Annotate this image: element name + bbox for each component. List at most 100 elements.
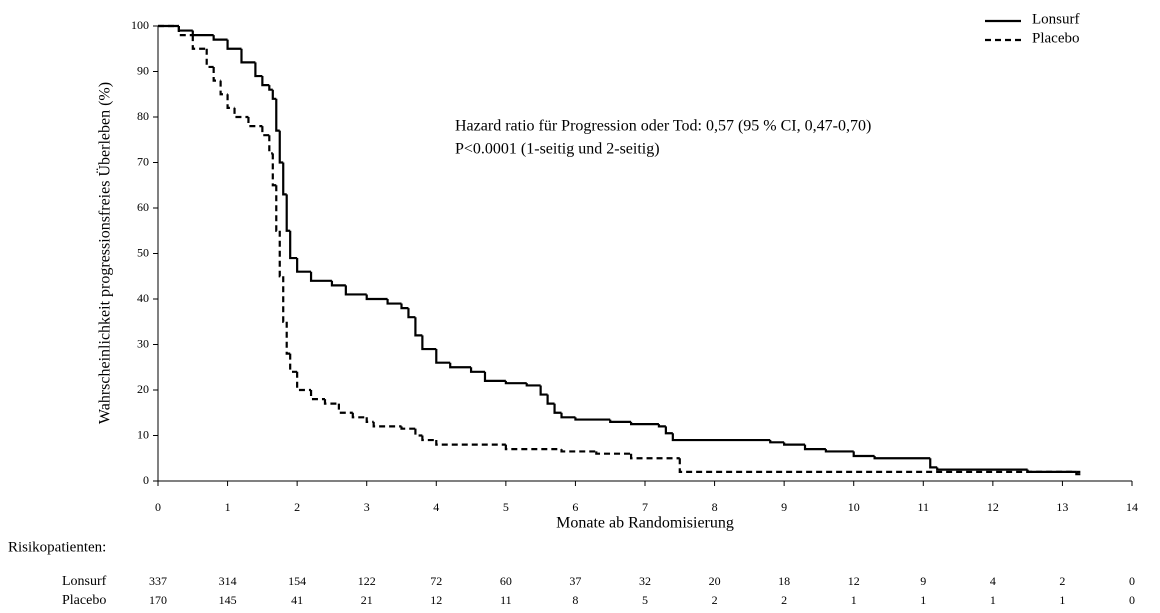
risk-value: 145 xyxy=(219,593,237,607)
survival-step xyxy=(664,426,673,435)
x-tick-label: 12 xyxy=(987,500,999,514)
survival-step xyxy=(386,299,402,305)
x-tick-label: 4 xyxy=(433,500,439,514)
risk-value: 72 xyxy=(430,574,442,588)
survival-step xyxy=(212,66,221,82)
y-tick-label: 20 xyxy=(137,382,149,396)
risk-value: 1 xyxy=(1059,593,1065,607)
survival-step xyxy=(351,412,367,419)
survival-step xyxy=(421,435,437,442)
survival-step xyxy=(271,89,277,100)
risk-value: 0 xyxy=(1129,593,1135,607)
annotation: P<0.0001 (1-seitig und 2-seitig) xyxy=(455,141,660,158)
y-tick-label: 60 xyxy=(137,200,149,214)
risk-value: 32 xyxy=(639,574,651,588)
y-tick-label: 30 xyxy=(137,336,149,350)
risk-value: 0 xyxy=(1129,574,1135,588)
survival-step xyxy=(254,62,263,78)
survival-step xyxy=(803,444,826,451)
risk-value: 37 xyxy=(569,574,581,588)
survival-step xyxy=(365,417,374,423)
annotation: Hazard ratio für Progression oder Tod: 0… xyxy=(455,118,871,135)
x-tick-label: 13 xyxy=(1056,500,1068,514)
survival-step xyxy=(285,321,291,355)
survival-step xyxy=(365,294,388,301)
survival-step xyxy=(212,35,228,41)
risk-value: 41 xyxy=(291,593,303,607)
y-tick-label: 40 xyxy=(137,291,149,305)
survival-step xyxy=(309,390,325,401)
y-tick-label: 100 xyxy=(131,18,149,32)
x-tick-label: 6 xyxy=(572,500,578,514)
survival-step xyxy=(595,451,632,455)
survival-step xyxy=(226,94,235,109)
survival-step xyxy=(271,153,277,187)
survival-step xyxy=(177,26,193,32)
survival-step xyxy=(309,271,332,282)
risk-value: 170 xyxy=(149,593,167,607)
survival-step xyxy=(400,303,409,310)
survival-step xyxy=(191,30,214,37)
survival-step xyxy=(289,230,298,260)
risk-value: 5 xyxy=(642,593,648,607)
y-tick-label: 80 xyxy=(137,109,149,123)
y-tick-label: 10 xyxy=(137,427,149,441)
risk-value: 1 xyxy=(920,593,926,607)
survival-step xyxy=(769,440,785,444)
survival-step xyxy=(553,403,562,414)
survival-step xyxy=(852,451,875,458)
survival-step xyxy=(936,467,1028,471)
survival-step xyxy=(337,403,353,414)
risk-value: 18 xyxy=(778,574,790,588)
x-tick-label: 1 xyxy=(225,500,231,514)
risk-value: 122 xyxy=(358,574,376,588)
survival-step xyxy=(504,444,562,451)
survival-step xyxy=(282,162,287,196)
risk-row-label: Placebo xyxy=(62,593,106,608)
survival-step xyxy=(483,371,506,382)
risk-value: 12 xyxy=(848,574,860,588)
x-tick-label: 3 xyxy=(364,500,370,514)
risk-value: 337 xyxy=(149,574,167,588)
risk-value: 60 xyxy=(500,574,512,588)
survival-step xyxy=(574,417,611,421)
survival-step xyxy=(400,426,416,430)
survival-step xyxy=(539,385,548,396)
risk-value: 9 xyxy=(920,574,926,588)
x-tick-label: 11 xyxy=(918,500,930,514)
risk-value: 2 xyxy=(781,593,787,607)
survival-step xyxy=(546,394,555,405)
survival-step xyxy=(278,130,284,164)
survival-step xyxy=(657,424,666,428)
survival-step xyxy=(407,308,416,319)
survival-step xyxy=(296,371,312,392)
legend-label: Placebo xyxy=(1032,30,1079,46)
survival-step xyxy=(504,380,527,385)
legend-label: Lonsurf xyxy=(1032,11,1080,27)
survival-step xyxy=(191,35,207,50)
survival-step xyxy=(268,85,273,91)
survival-step xyxy=(282,276,287,323)
survival-step xyxy=(289,353,298,373)
x-tick-label: 9 xyxy=(781,500,787,514)
risk-value: 21 xyxy=(361,593,373,607)
survival-step xyxy=(278,230,284,278)
survival-step xyxy=(275,98,280,132)
y-tick-label: 70 xyxy=(137,154,149,168)
survival-step xyxy=(240,48,256,64)
risk-value: 11 xyxy=(500,593,512,607)
x-tick-label: 0 xyxy=(155,500,161,514)
x-tick-label: 8 xyxy=(712,500,718,514)
survival-step xyxy=(177,26,193,37)
survival-step xyxy=(296,258,312,273)
survival-step xyxy=(629,421,659,426)
survival-step xyxy=(435,440,506,446)
survival-step xyxy=(247,117,263,128)
survival-step xyxy=(261,126,270,137)
risk-value: 20 xyxy=(709,574,721,588)
risk-value: 8 xyxy=(572,593,578,607)
x-axis-label: Monate ab Randomisierung xyxy=(556,515,734,532)
survival-step xyxy=(275,185,280,232)
survival-step xyxy=(435,349,451,364)
